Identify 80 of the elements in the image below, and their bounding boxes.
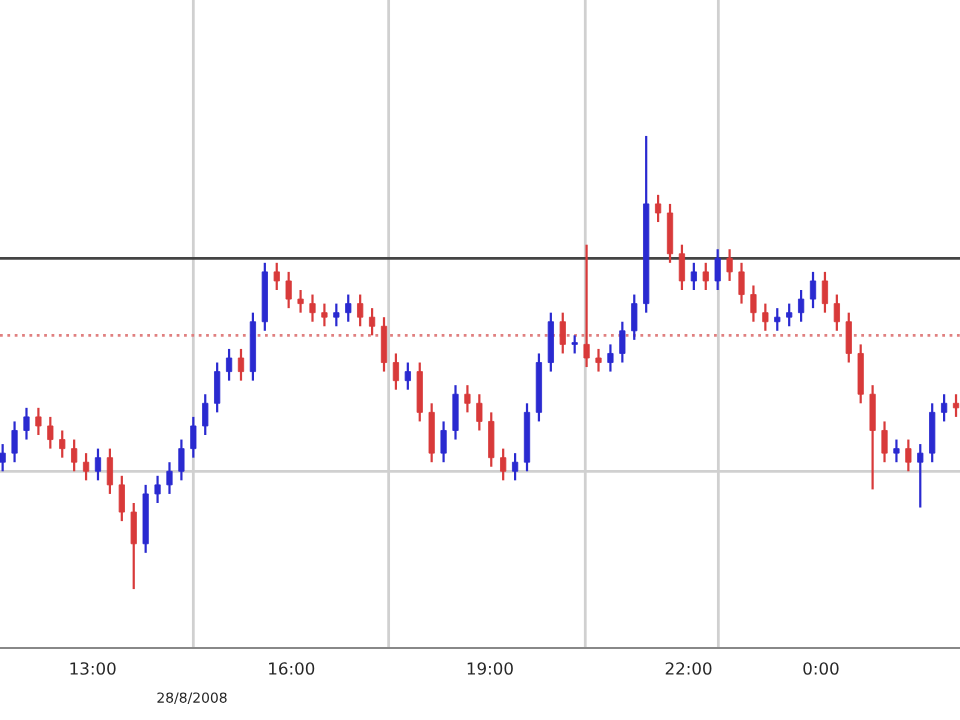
candlestick: [809, 270, 817, 310]
candlestick: [368, 307, 376, 337]
candlestick: [893, 438, 900, 464]
candlestick: [750, 284, 757, 323]
candlestick: [774, 307, 781, 332]
candlestick: [380, 316, 388, 373]
candlestick: [655, 193, 662, 224]
candlestick: [762, 302, 769, 332]
candlestick: [607, 343, 614, 373]
candlestick: [130, 501, 137, 591]
candlestick: [178, 438, 185, 482]
candlestick: [500, 447, 507, 482]
candlestick: [309, 293, 316, 323]
candlestick: [452, 384, 459, 441]
candlestick: [511, 452, 519, 482]
candlestick: [595, 347, 602, 373]
candlestick: [845, 311, 852, 364]
candlestick: [94, 447, 102, 482]
candlestick: [404, 361, 411, 391]
candlestick: [821, 270, 829, 314]
candlestick: [476, 393, 483, 432]
candlestick: [23, 406, 30, 441]
candlestick: [714, 248, 721, 292]
x-tick-label: 16:00: [269, 662, 315, 675]
candlestick: [106, 447, 113, 496]
candlestick: [345, 293, 352, 323]
candlestick: [428, 402, 435, 464]
candlestick: [833, 293, 840, 332]
candlestick: [583, 243, 590, 369]
candlestick: [225, 347, 233, 382]
x-tick-label: 13:00: [70, 662, 116, 675]
candlestick: [631, 293, 638, 341]
candlestick: [214, 361, 221, 414]
candlestick: [488, 411, 495, 468]
candlestick: [35, 406, 42, 437]
candlestick: [392, 352, 400, 391]
candlestick: [798, 288, 805, 323]
candlestick: [82, 452, 90, 482]
candlestick: [905, 438, 912, 473]
candlestick: [464, 384, 471, 414]
candlestick: [190, 415, 197, 459]
candlestick: [0, 442, 6, 473]
candlestick: [726, 248, 733, 283]
candlestick: [952, 393, 960, 419]
candlestick: [619, 320, 626, 364]
candlestick: [166, 461, 173, 496]
candlestick: [881, 420, 888, 464]
candlestick: [917, 442, 924, 509]
candlestick: [559, 311, 566, 355]
x-tick-label: 0:00: [803, 662, 839, 675]
candlestick: [416, 361, 423, 423]
candlestick: [321, 302, 328, 328]
x-tick-label: 22:00: [665, 662, 712, 675]
candlestick: [273, 261, 280, 292]
candlestick: [202, 393, 209, 437]
candlestick: [678, 243, 686, 292]
candlestick: [857, 343, 864, 405]
candlestick: [297, 288, 304, 314]
candlestick: [941, 393, 948, 423]
candlestick: [666, 202, 674, 264]
candlestick: [702, 261, 709, 292]
candlestick: [59, 429, 66, 459]
candlestick: [154, 474, 161, 505]
candlestick: [71, 438, 78, 473]
candlestick: [690, 261, 697, 292]
x-tick-label: 19:00: [467, 662, 513, 675]
candlestick: [237, 347, 245, 382]
candlestick: [11, 420, 18, 464]
candlestick: [47, 415, 54, 450]
candlestick: [118, 474, 125, 523]
candlestick: [547, 311, 554, 373]
candlestick: [571, 334, 578, 355]
candlestick: [929, 402, 936, 464]
candlestick: [285, 270, 292, 310]
candlestick: [357, 293, 364, 328]
candlestick: [869, 384, 876, 491]
candlestick: [440, 420, 447, 464]
candlestick: [738, 261, 745, 305]
candlestick: [333, 302, 340, 328]
candlestick: [786, 302, 793, 328]
